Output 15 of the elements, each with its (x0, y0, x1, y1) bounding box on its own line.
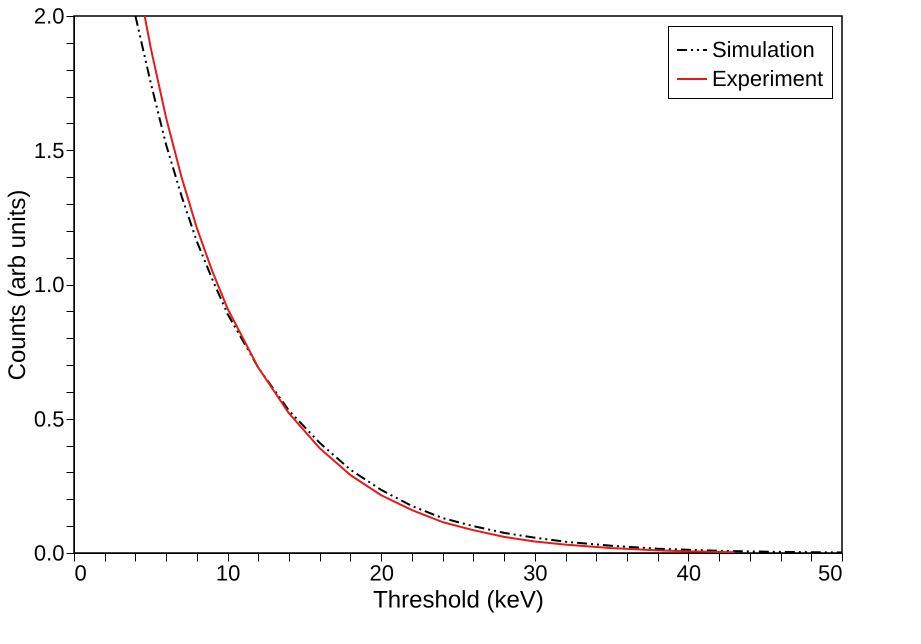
legend-label: Experiment (712, 66, 824, 91)
legend-label: Simulation (712, 37, 815, 62)
y-tick-label: 0.5 (34, 406, 64, 432)
y-tick-label: 1.0 (34, 272, 64, 297)
y-tick-label: 1.5 (34, 138, 64, 163)
y-tick-label: 0.0 (34, 540, 64, 566)
y-tick-label: 2.0 (34, 4, 64, 28)
x-tick-label: 10 (216, 560, 240, 586)
x-tick-label: 0 (74, 560, 87, 586)
x-tick-label: 20 (369, 560, 394, 586)
x-tick-label: 50 (818, 560, 842, 586)
x-tick-label: 30 (523, 560, 548, 586)
y-axis-title: Counts (arb units) (4, 190, 31, 380)
x-axis-title: Threshold (keV) (373, 586, 544, 614)
x-tick-label: 40 (676, 560, 702, 586)
